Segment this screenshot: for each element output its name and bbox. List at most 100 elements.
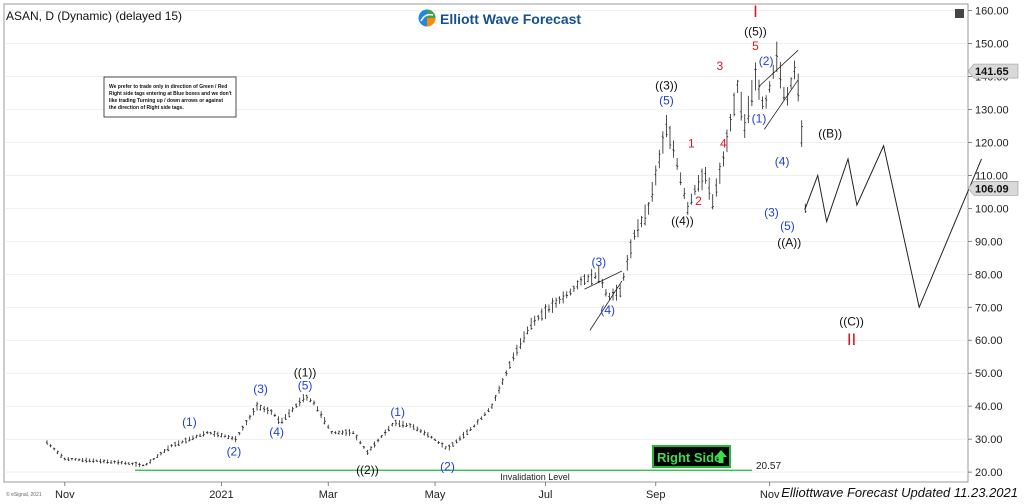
price-bar [594, 272, 597, 280]
price-bar [476, 419, 479, 425]
price-bar [408, 423, 412, 428]
price-bar [618, 284, 622, 298]
channel-line [589, 280, 623, 331]
price-bar [658, 149, 661, 169]
y-tick-label: 120.00 [975, 137, 1009, 149]
price-bar [60, 453, 63, 458]
price-bar [252, 407, 255, 416]
channel-line [764, 79, 799, 130]
price-bar [127, 462, 131, 465]
price-bar [341, 430, 344, 435]
price-bar [437, 441, 440, 444]
y-tick-label: 40.00 [975, 401, 1003, 413]
price-bar [483, 412, 487, 417]
price-bar [718, 162, 722, 184]
price-bar [419, 428, 422, 433]
y-tick-label: 80.00 [975, 269, 1003, 281]
price-bar [120, 460, 123, 465]
right-side-tag: Right Side [652, 445, 731, 468]
price-bar [455, 439, 458, 444]
price-bar [49, 444, 52, 448]
price-bar [544, 304, 547, 320]
price-bar [209, 431, 212, 435]
price-bar [522, 331, 526, 343]
price-bar [259, 404, 262, 411]
wave-label: II [847, 330, 856, 349]
price-bar [604, 289, 608, 297]
price-bar [102, 459, 106, 464]
price-tag-upper-value: 141.65 [975, 66, 1009, 78]
price-bar [141, 464, 145, 467]
wave-label: ((4)) [671, 214, 694, 228]
price-bar [248, 414, 252, 420]
price-tag-lower: 106.09 [967, 181, 1019, 196]
y-tick-label: 100.00 [975, 203, 1009, 215]
wave-label: (3) [591, 255, 606, 269]
price-bar [562, 291, 565, 304]
price-bar [675, 157, 679, 170]
channel-line [758, 49, 799, 87]
price-bar [131, 462, 134, 466]
window-toggle-icon[interactable] [955, 9, 964, 18]
wave-label: 3 [716, 59, 723, 73]
symbol-title: ASAN, D (Dynamic) (delayed 15) [6, 9, 182, 23]
wave-label: (4) [775, 155, 790, 169]
price-bar [640, 215, 643, 228]
price-bar [327, 424, 330, 429]
price-bar [515, 344, 519, 356]
price-bar [206, 430, 209, 435]
price-bar [451, 442, 455, 447]
price-bar [423, 430, 426, 436]
updated-note: Elliottwave Forecast Updated 11.23.2021 [781, 485, 1018, 500]
right-side-tag-box [652, 445, 731, 468]
x-tick-label: Mar [319, 489, 338, 501]
price-bar [789, 77, 793, 89]
price-bar [768, 81, 771, 93]
right-side-tag-label: Right Side [657, 450, 721, 465]
price-bar [732, 92, 736, 117]
y-tick-label: 150.00 [975, 39, 1009, 51]
price-bar [273, 413, 277, 417]
price-bar [394, 419, 398, 427]
price-bar [216, 431, 220, 438]
wave-label: (3) [764, 206, 779, 220]
x-tick-label: 2021 [209, 489, 233, 501]
price-bar [376, 438, 380, 443]
price-bar [312, 400, 316, 406]
price-bars [45, 41, 807, 467]
price-bar [690, 193, 693, 205]
price-bar [715, 178, 718, 197]
price-bar [145, 462, 148, 466]
price-bar [558, 296, 561, 304]
price-bar [366, 449, 369, 455]
wave-label: ((1)) [294, 366, 317, 380]
price-bar [444, 446, 447, 450]
price-bar [679, 172, 682, 186]
price-bar [152, 457, 155, 460]
x-tick-label: Sep [646, 489, 666, 501]
price-bar [540, 308, 544, 321]
price-bar [672, 140, 675, 158]
price-bar [177, 440, 180, 446]
price-bar [74, 458, 77, 461]
price-bar [70, 458, 74, 461]
price-bar [554, 297, 558, 308]
wave-label: (1) [752, 112, 767, 126]
price-bar [284, 414, 287, 420]
wave-label: (4) [600, 303, 615, 317]
price-bar [440, 442, 444, 448]
price-bar [220, 433, 223, 438]
brand-name: Elliott Wave Forecast [440, 11, 581, 27]
price-bar [344, 429, 348, 436]
price-bar [63, 457, 66, 461]
price-bar [302, 393, 305, 403]
wave-label: (5) [298, 379, 313, 393]
x-axis: Nov 2021 Mar May Jul Sep Nov [55, 482, 780, 501]
price-bar [529, 317, 533, 330]
price-bar [736, 79, 739, 94]
price-bar [793, 60, 796, 80]
wave-label: (1) [182, 415, 197, 429]
price-bar [519, 338, 522, 349]
disclaimer-line-2: Right side tags entering at Blue boxes a… [109, 91, 232, 97]
